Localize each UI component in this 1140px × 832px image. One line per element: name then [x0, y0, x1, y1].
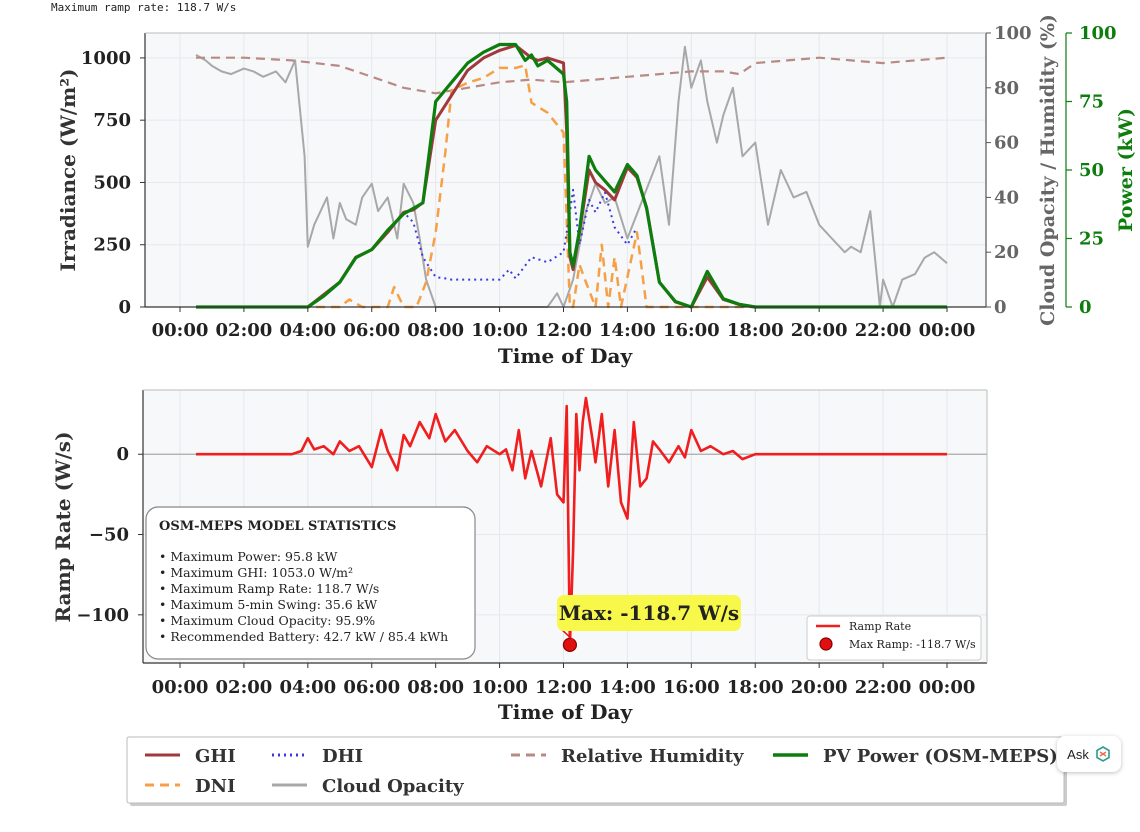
series-line-dni: [196, 64, 947, 309]
top-x-tick-label: 12:00: [535, 320, 592, 341]
bottom-x-tick-label: 08:00: [407, 677, 464, 698]
top-x-tick-label: 16:00: [663, 320, 720, 341]
max-ramp-annotation: Max: -118.7 W/s: [557, 595, 741, 631]
max-ramp-annotation-text: Max: -118.7 W/s: [559, 601, 739, 625]
series-line-ramp: [196, 396, 947, 647]
bottom-x-axis-label: Time of Day: [498, 700, 634, 724]
ask-logo-icon: [1096, 746, 1110, 762]
top-y2-tick-label: 60: [994, 133, 1019, 154]
top-x-tick-label: 06:00: [343, 320, 400, 341]
top-x-tick-label: 18:00: [727, 320, 784, 341]
ask-label: Ask: [1067, 746, 1089, 762]
legend-label-dhi: DHI: [322, 746, 363, 767]
top-x-axis-label: Time of Day: [498, 344, 634, 368]
top-y2-axis-label: Cloud Opacity / Humidity (%): [1037, 14, 1059, 326]
top-y-tick-label: 0: [118, 297, 131, 318]
bottom-chart: 00:00 02:00 04:00 06:00 08:00 10:00 12:00 14:00…: [51, 389, 988, 724]
legend-label-power: PV Power (OSM-MEPS): [823, 746, 1058, 767]
bottom-legend: GHI DHI Relative Humidity PV Power (OSM-MEP…: [126, 736, 1067, 806]
top-chart: 00:00 02:00 04:00 06:00 08:00 10:00 12:00 14:00…: [56, 14, 1137, 368]
top-y3-tick-label: 50: [1079, 160, 1104, 181]
stats-item: • Maximum 5-min Swing: 35.6 kW: [159, 597, 377, 612]
top-y2-tick-label: 80: [994, 78, 1019, 99]
ramp-legend-label: Ramp Rate: [849, 620, 911, 633]
top-y2-tick-label: 100: [994, 23, 1032, 44]
bottom-x-tick-label: 14:00: [599, 677, 656, 698]
bottom-x-tick-label: 12:00: [535, 677, 592, 698]
bottom-y-axis-label: Ramp Rate (W/s): [51, 431, 75, 622]
top-y-tick-label: 500: [93, 172, 131, 193]
top-y3-tick-label: 100: [1079, 23, 1117, 44]
top-x-tick-label: 02:00: [216, 320, 273, 341]
ramp-legend: Ramp Rate Max Ramp: -118.7 W/s: [806, 615, 982, 661]
stats-title: OSM-MEPS MODEL STATISTICS: [159, 519, 396, 534]
top-y-tick-label: 750: [93, 110, 131, 131]
ask-button[interactable]: Ask: [1057, 736, 1121, 772]
bottom-x-tick-label: 10:00: [471, 677, 528, 698]
top-y2-tick-label: 0: [994, 297, 1007, 318]
top-x-tick-label: 00:00: [919, 320, 976, 341]
top-x-tick-label: 00:00: [152, 320, 209, 341]
stats-item: • Recommended Battery: 42.7 kW / 85.4 kW…: [159, 629, 448, 644]
top-x-tick-label: 04:00: [279, 320, 336, 341]
bottom-y-tick-label: −50: [89, 525, 129, 546]
top-x-tick-label: 14:00: [599, 320, 656, 341]
top-y2-tick-label: 40: [994, 187, 1019, 208]
max-ramp-legend-marker: [819, 637, 833, 651]
bottom-x-tick-label: 02:00: [216, 677, 273, 698]
top-y-tick-label: 1000: [81, 48, 131, 69]
bottom-x-tick-label: 06:00: [343, 677, 400, 698]
top-x-tick-label: 22:00: [855, 320, 912, 341]
legend-label-humidity: Relative Humidity: [561, 746, 744, 767]
top-x-tick-label: 10:00: [471, 320, 528, 341]
bottom-x-tick-label: 22:00: [855, 677, 912, 698]
top-y3-tick-label: 0: [1079, 297, 1092, 318]
top-y-tick-label: 250: [93, 235, 131, 256]
max-ramp-legend-label: Max Ramp: -118.7 W/s: [849, 638, 976, 651]
ramp-rate-header: Maximum ramp rate: 118.7 W/s: [51, 1, 237, 14]
bottom-x-tick-label: 00:00: [919, 677, 976, 698]
max-ramp-marker: [562, 637, 577, 652]
stats-item: • Maximum Power: 95.8 kW: [159, 549, 337, 564]
top-x-tick-label: 20:00: [791, 320, 848, 341]
top-y-axis-label: Irradiance (W/m²): [56, 69, 80, 272]
series-line-cloud: [195, 45, 948, 308]
series-line-power: [196, 42, 947, 309]
bottom-x-tick-label: 18:00: [727, 677, 784, 698]
top-y3-tick-label: 75: [1079, 92, 1104, 113]
top-x-tick-label: 08:00: [407, 320, 464, 341]
legend-label-cloud: Cloud Opacity: [322, 776, 464, 797]
stats-item: • Maximum Ramp Rate: 118.7 W/s: [159, 581, 379, 596]
stats-box: OSM-MEPS MODEL STATISTICS • Maximum Powe…: [145, 506, 476, 660]
top-y3-axis-label: Power (kW): [1115, 108, 1137, 232]
top-y3-tick-label: 25: [1079, 229, 1104, 250]
stats-item: • Maximum GHI: 1053.0 W/m²: [159, 565, 353, 580]
series-line-humidity: [196, 56, 948, 95]
top-y2-tick-label: 20: [994, 242, 1019, 263]
legend-label-ghi: GHI: [195, 746, 236, 767]
bottom-x-tick-label: 16:00: [663, 677, 720, 698]
bottom-y-tick-label: 0: [116, 444, 129, 465]
bottom-x-tick-label: 04:00: [279, 677, 336, 698]
bottom-x-tick-label: 00:00: [152, 677, 209, 698]
legend-label-dni: DNI: [195, 776, 235, 797]
bottom-x-tick-label: 20:00: [791, 677, 848, 698]
bottom-y-tick-label: −100: [76, 605, 129, 626]
stats-item: • Maximum Cloud Opacity: 95.9%: [159, 613, 375, 628]
